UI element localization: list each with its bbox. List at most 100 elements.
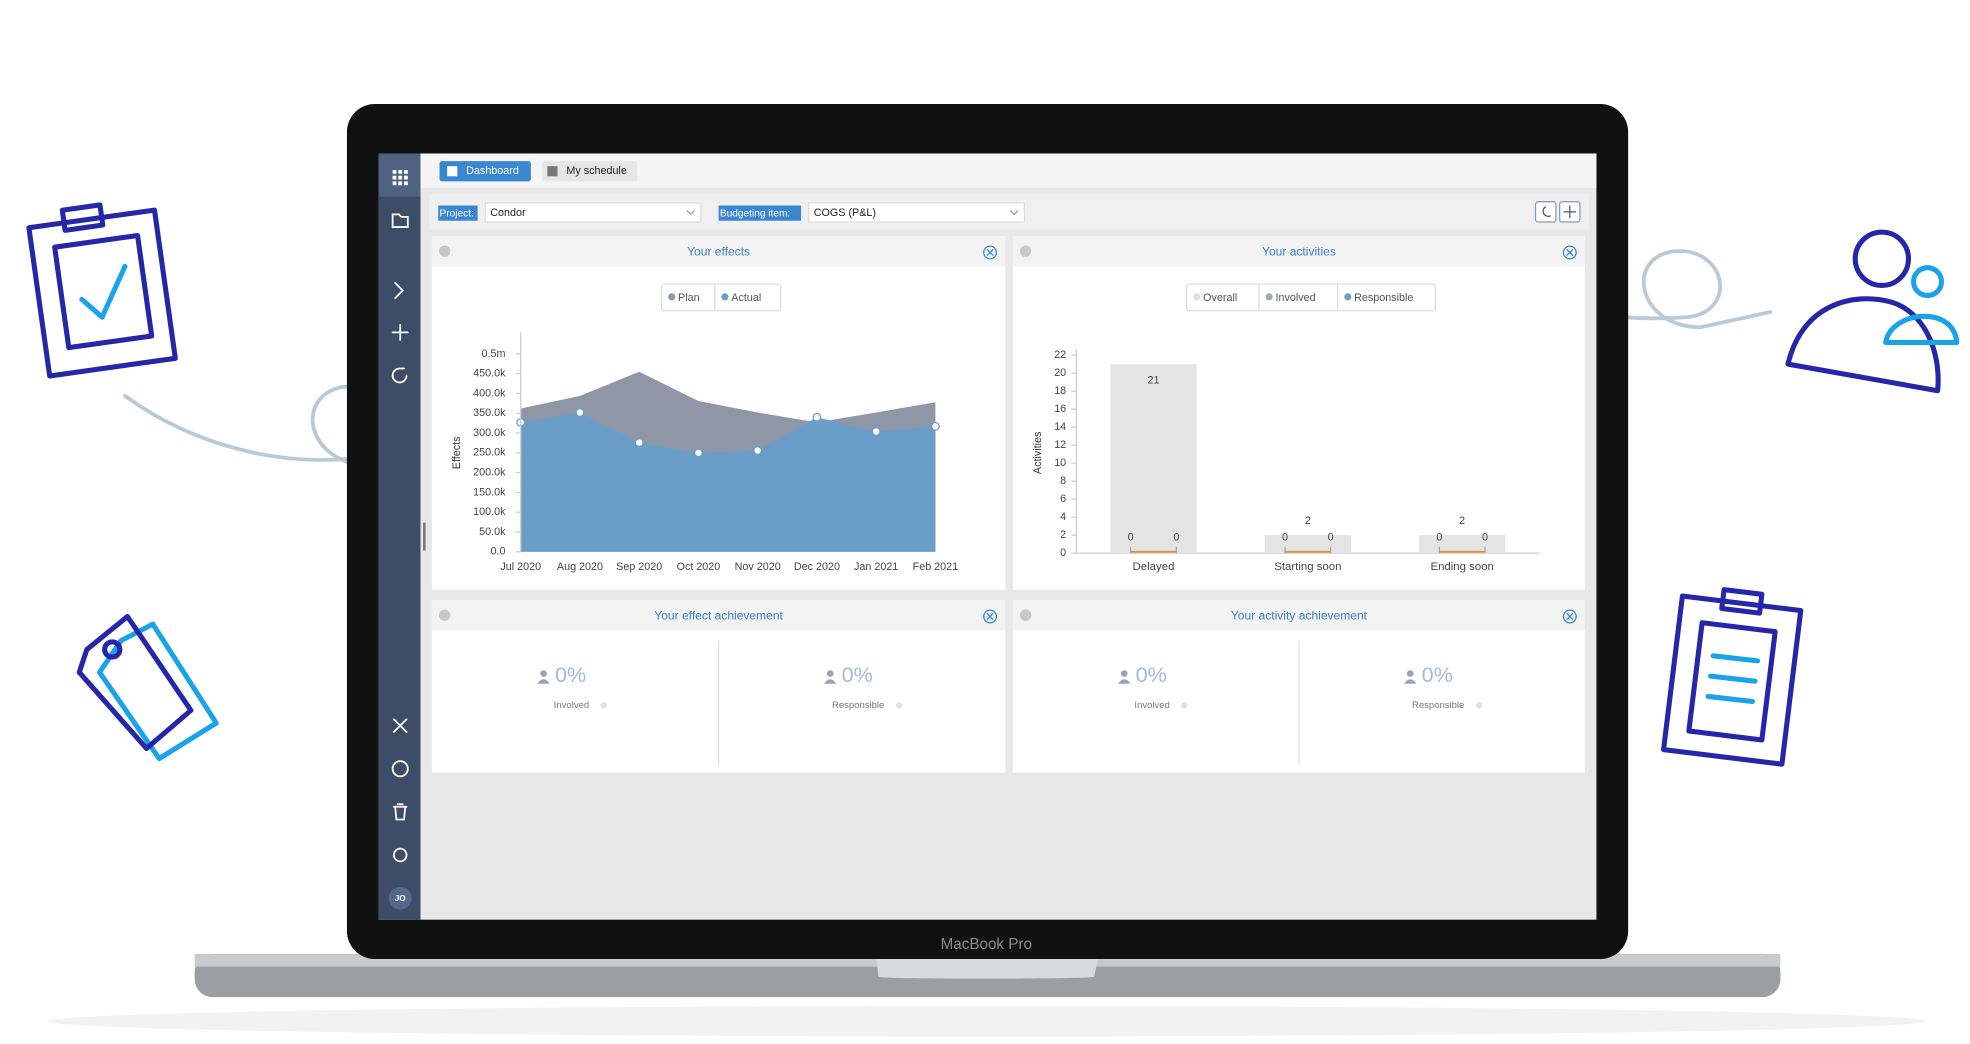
person-icon [537,679,550,684]
select-value: Condor [490,207,526,219]
value-label: 0 [1482,532,1488,544]
panel-title: Your activity achievement [1231,609,1368,623]
folder-icon[interactable] [391,213,409,228]
shadow [47,1005,1925,1037]
person-icon [823,679,837,684]
panel-header [1012,235,1586,267]
tab-active[interactable] [439,161,531,182]
avatar-text: JO [395,894,407,903]
y-tick-label: 300.0k [473,427,506,439]
y-tick-label: 250.0k [473,447,506,459]
x-tick-label: Dec 2020 [794,561,840,573]
x-tick-label: Sep 2020 [616,561,662,573]
panel-title: Your effects [687,245,750,259]
tab-icon [447,166,458,177]
legend-swatch [668,293,676,301]
bar [1110,364,1197,554]
decorations [26,202,1960,1037]
legend-box [660,283,782,312]
close-button[interactable] [983,609,998,624]
person-icon [826,670,834,677]
legend-swatch [721,293,729,301]
legend-label: Overall [1203,292,1237,304]
trash-icon[interactable] [392,803,408,821]
settings-icon[interactable] [392,847,408,863]
laptop-label: MacBook Pro [941,936,1032,953]
achievement-label: Involved [554,700,589,711]
legend-label: Actual [731,292,761,304]
value-label: 0 [1328,532,1334,544]
budget-select[interactable] [808,202,1025,223]
y-tick-label: 8 [1060,475,1066,487]
panel-title: Your effect achievement [654,609,783,623]
status-dot [1181,702,1188,709]
tag-icon [76,613,219,762]
achievement-value: 0% [1136,662,1167,687]
resize-handle[interactable] [423,522,426,551]
y-tick-label: 400.0k [473,387,506,399]
y-tick-label: 0 [1060,547,1066,559]
close-button[interactable] [1562,245,1577,260]
y-tick-label: 200.0k [473,466,506,478]
refresh-icon[interactable] [391,367,408,384]
person-icon [1120,670,1128,677]
panel-header [431,235,1006,267]
y-tick-label: 14 [1054,421,1066,433]
project-select[interactable] [484,202,702,223]
value-label: 0 [1173,532,1179,544]
data-point [812,412,822,422]
reset-button[interactable] [1534,201,1557,223]
close-button[interactable] [1562,609,1577,624]
filter-label: Project: [440,208,474,219]
area [520,412,936,552]
apps-icon[interactable] [392,169,408,186]
y-tick-label: 18 [1054,385,1066,397]
close-button[interactable] [983,245,998,260]
y-tick-label: 22 [1054,349,1066,361]
achievement-value: 0% [1422,662,1453,687]
x-tick-label: Nov 2020 [735,561,781,573]
list-clipboard-icon [1661,587,1804,767]
check-icon [79,263,128,320]
close-icon [1566,248,1574,257]
sidebar-home[interactable] [378,153,421,197]
x-tick-label: Feb 2021 [913,561,959,573]
data-point [634,438,644,448]
bar [1264,535,1351,554]
select-value: COGS (P&L) [814,207,876,219]
label-highlight [438,205,478,221]
value-label: 2 [1459,515,1465,527]
achievement-label: Involved [1134,700,1169,711]
network-icon[interactable] [392,718,408,733]
info-icon [438,609,451,621]
y-tick-label: 150.0k [473,486,506,498]
y-tick-label: 6 [1060,493,1066,505]
person-icon [1403,679,1417,684]
people-icon [1785,229,1960,394]
value-label: 0 [1128,532,1134,544]
value-label: 21 [1148,375,1160,387]
add-icon[interactable] [391,323,409,341]
y-tick-label: 4 [1060,511,1066,523]
info-icon [1019,609,1032,621]
legend-label: Responsible [1354,292,1413,304]
legend-label: Plan [678,292,700,304]
help-icon[interactable] [391,760,409,778]
avatar[interactable] [388,886,412,910]
tab[interactable] [542,161,638,182]
achievement-label: Responsible [1412,700,1464,711]
list-lines [1705,653,1761,705]
data-point [930,421,940,431]
y-tick-label: 0.0 [491,546,506,558]
expand-icon[interactable] [394,281,405,299]
y-axis-label: Effects [451,437,463,470]
status-dot [1019,245,1032,257]
y-tick-label: 350.0k [473,407,506,419]
sidebar [378,153,421,920]
y-axis-label: Activities [1032,432,1044,474]
close-icon [986,248,994,257]
data-point [753,446,763,455]
y-tick-label: 10 [1054,457,1066,469]
y-tick-label: 450.0k [473,368,506,380]
